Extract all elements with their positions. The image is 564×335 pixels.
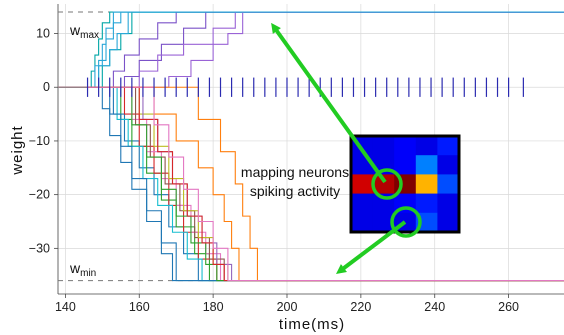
x-tick-label: 220 bbox=[350, 300, 371, 314]
series-line-depression bbox=[58, 86, 564, 282]
axis-ticks: 140 160 180 200 220 240 260 10 0 −10 −20 −30 bbox=[29, 27, 519, 314]
heatmap-cell bbox=[372, 136, 395, 156]
heatmap-cell bbox=[437, 212, 460, 233]
x-tick-label: 160 bbox=[129, 300, 150, 314]
y-tick-label: 10 bbox=[36, 27, 50, 41]
x-tick-label: 200 bbox=[277, 300, 298, 314]
heatmap-cell bbox=[372, 174, 395, 194]
y-tick-label: 0 bbox=[43, 80, 50, 94]
heatmap-cell bbox=[415, 212, 438, 233]
y-tick-label: −10 bbox=[29, 134, 50, 148]
series-line-depression bbox=[58, 86, 564, 282]
heatmap-cell bbox=[415, 193, 438, 214]
heatmap-cell bbox=[394, 155, 417, 175]
heatmap-cell bbox=[415, 136, 438, 156]
heatmap-cell bbox=[394, 136, 417, 156]
w-min-label: wmin bbox=[69, 260, 96, 279]
annotation-line-2: spiking activity bbox=[250, 183, 340, 199]
w-max-label: wmax bbox=[69, 22, 99, 41]
heatmap-cell bbox=[437, 193, 460, 214]
annotation-line-1: mapping neurons bbox=[241, 164, 349, 180]
heatmap-cell bbox=[415, 155, 438, 175]
heatmap-border bbox=[349, 134, 461, 234]
x-axis-title: time(ms) bbox=[279, 316, 345, 333]
heatmap-cell bbox=[351, 212, 373, 233]
heatmap-cell bbox=[415, 174, 438, 194]
heatmap-cell bbox=[437, 174, 460, 194]
mapping-neurons-heatmap bbox=[349, 134, 461, 234]
highlight-circle-active bbox=[371, 168, 403, 200]
x-tick-label: 180 bbox=[203, 300, 224, 314]
series-layer bbox=[58, 11, 564, 282]
spike-raster bbox=[86, 77, 524, 97]
arrow-to-wmax bbox=[271, 22, 387, 184]
series-line-depression bbox=[58, 86, 564, 282]
y-axis-title: weight bbox=[9, 125, 26, 175]
y-tick-label: −20 bbox=[29, 188, 50, 202]
heatmap-cell bbox=[372, 212, 395, 233]
plot-background bbox=[58, 4, 564, 294]
y-tick-label: −30 bbox=[29, 241, 50, 255]
x-tick-label: 240 bbox=[424, 300, 445, 314]
heatmap-cell bbox=[351, 193, 373, 214]
heatmap-cell bbox=[437, 136, 460, 156]
highlight-circle-inactive bbox=[390, 206, 422, 238]
x-tick-label: 260 bbox=[498, 300, 519, 314]
series-line-depression bbox=[58, 86, 564, 282]
heatmap-cell bbox=[351, 174, 373, 194]
heatmap-cell bbox=[437, 155, 460, 175]
x-tick-label: 140 bbox=[55, 300, 76, 314]
series-line-depression bbox=[58, 86, 564, 282]
